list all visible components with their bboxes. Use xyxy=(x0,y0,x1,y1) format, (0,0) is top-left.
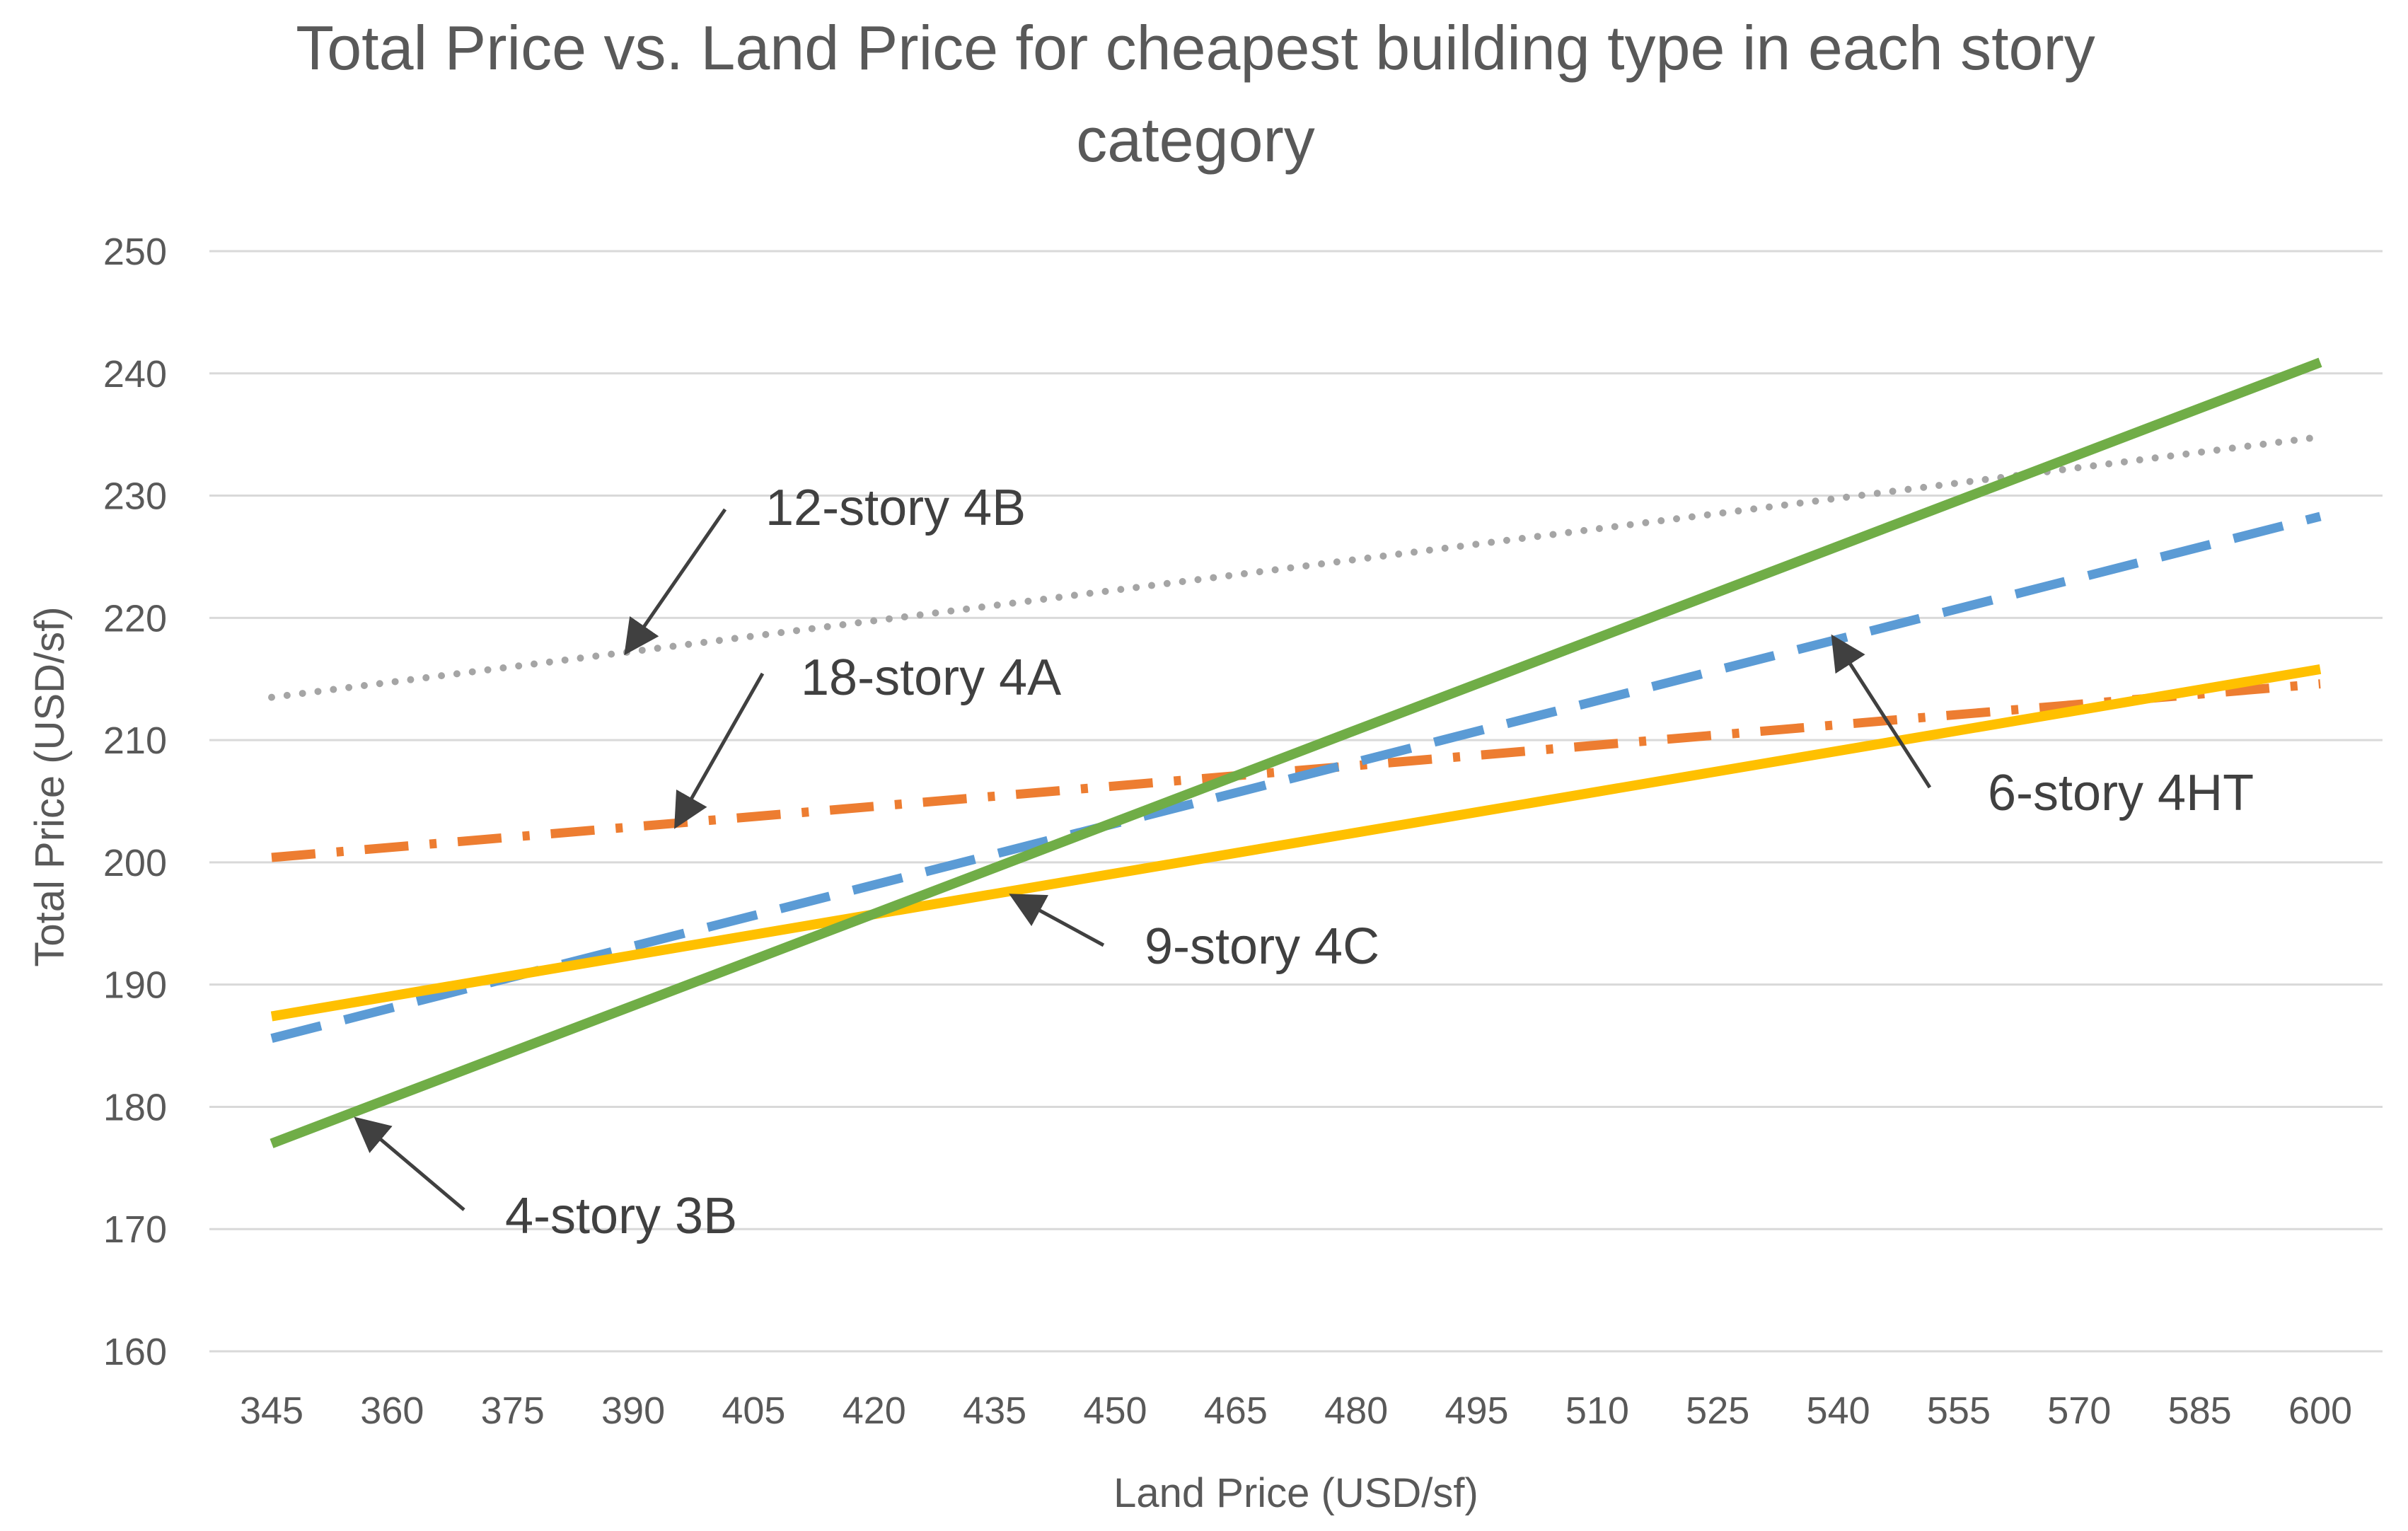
x-axis-ticks: 345 360 375 390 405 420 435 450 465 480 495 510 525 5… xyxy=(240,1390,2352,1432)
x-tick-label: 465 xyxy=(1204,1390,1268,1432)
series-line-6-story-4ht xyxy=(270,512,2322,1043)
chart-title-line-2: category xyxy=(1076,105,1315,175)
x-tick-label: 495 xyxy=(1445,1390,1508,1432)
x-tick-label: 345 xyxy=(240,1390,303,1432)
series-lines xyxy=(268,357,2324,1148)
annotation-label-12-story-4b: 12-story 4B xyxy=(765,480,1026,536)
x-tick-label: 600 xyxy=(2288,1390,2352,1432)
y-tick-label: 230 xyxy=(103,475,167,518)
series-line-18-story-4a xyxy=(271,679,2321,862)
annotation-label-4-story-3b: 4-story 3B xyxy=(505,1188,737,1244)
x-tick-label: 585 xyxy=(2168,1390,2232,1432)
y-tick-label: 190 xyxy=(103,964,167,1007)
y-tick-label: 200 xyxy=(103,842,167,884)
x-tick-label: 420 xyxy=(843,1390,906,1432)
y-tick-label: 210 xyxy=(103,720,167,762)
annotation-label-9-story-4c: 9-story 4C xyxy=(1145,918,1379,975)
x-axis-label: Land Price (USD/sf) xyxy=(1113,1470,1478,1516)
x-tick-label: 450 xyxy=(1083,1390,1147,1432)
annotation-label-18-story-4a: 18-story 4A xyxy=(801,649,1061,706)
annotations: 12-story 4B 18-story 4A 6-story 4HT 9-st… xyxy=(354,480,2254,1244)
x-tick-label: 405 xyxy=(722,1390,785,1432)
y-tick-label: 170 xyxy=(103,1208,167,1251)
x-tick-label: 510 xyxy=(1565,1390,1629,1432)
y-tick-label: 240 xyxy=(103,353,167,395)
annotation-arrow-4-story-3b xyxy=(354,1116,465,1211)
x-tick-label: 555 xyxy=(1927,1390,1991,1432)
annotation-label-6-story-4ht: 6-story 4HT xyxy=(1988,765,2254,821)
annotation-arrow-6-story-4ht xyxy=(1831,634,1932,789)
x-tick-label: 360 xyxy=(360,1390,424,1432)
annotation-arrow-18-story-4a xyxy=(674,672,765,829)
y-tick-label: 160 xyxy=(103,1331,167,1373)
series-line-12-story-4b xyxy=(268,433,2324,701)
annotation-arrow-12-story-4b xyxy=(624,508,727,656)
annotation-arrow-9-story-4c xyxy=(1009,894,1105,947)
series-line-9-story-4c xyxy=(270,664,2322,1022)
x-tick-label: 480 xyxy=(1324,1390,1388,1432)
y-axis-ticks: 160 170 180 190 200 210 220 230 240 250 xyxy=(103,231,167,1373)
series-line-4-story-3b xyxy=(270,357,2322,1148)
x-tick-label: 375 xyxy=(481,1390,545,1432)
x-tick-label: 435 xyxy=(963,1390,1026,1432)
x-tick-label: 525 xyxy=(1686,1390,1749,1432)
x-tick-label: 390 xyxy=(601,1390,665,1432)
y-axis-label: Total Price (USD/sf) xyxy=(27,606,73,966)
gridlines xyxy=(209,250,2383,1353)
y-tick-label: 220 xyxy=(103,597,167,640)
y-tick-label: 180 xyxy=(103,1086,167,1128)
x-tick-label: 540 xyxy=(1807,1390,1870,1432)
chart-title-line-1: Total Price vs. Land Price for cheapest … xyxy=(296,13,2095,83)
y-tick-label: 250 xyxy=(103,231,167,273)
x-tick-label: 570 xyxy=(2047,1390,2111,1432)
